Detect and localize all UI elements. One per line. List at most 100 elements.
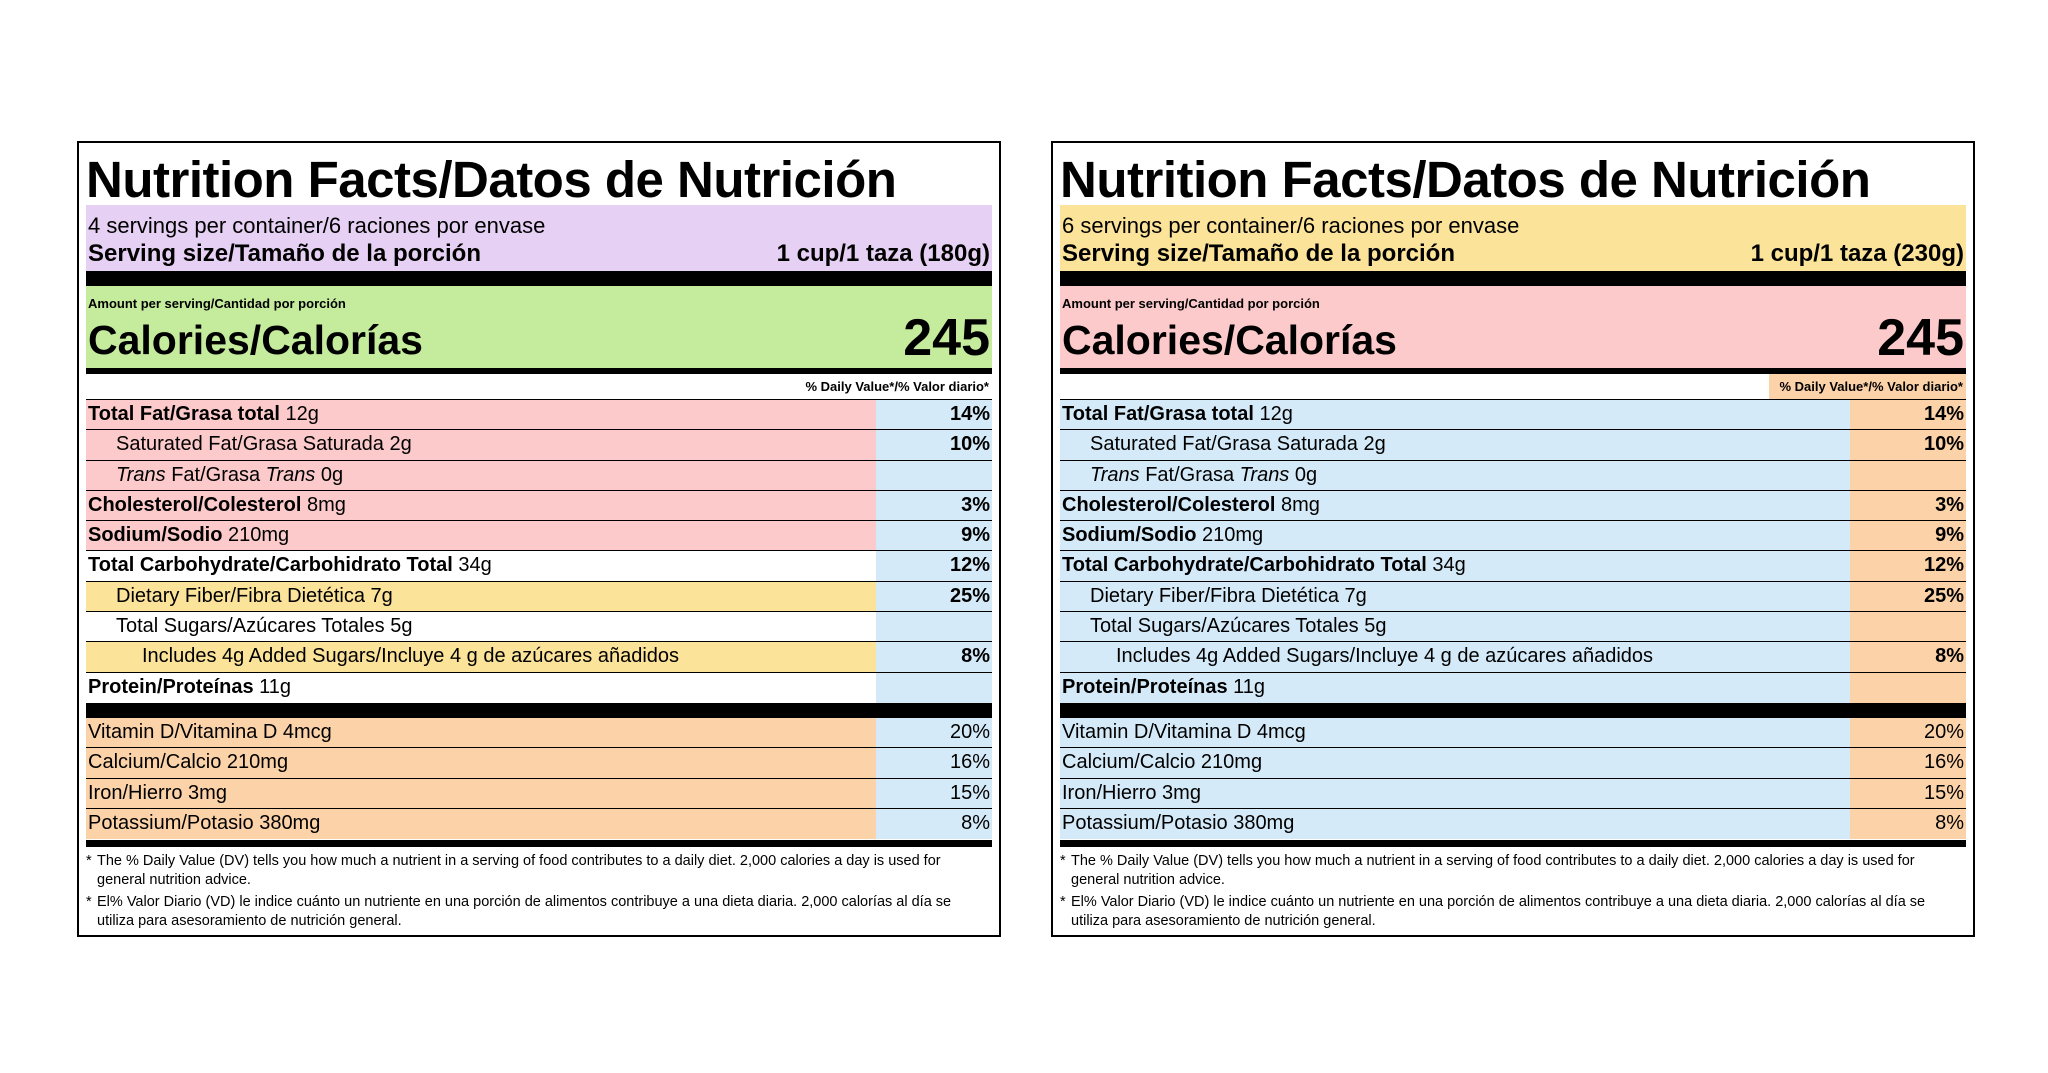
nutrient-row: Sodium/Sodio 210mg 9% <box>86 521 992 552</box>
vitamin-name: Potassium/Potasio 380mg <box>86 808 876 840</box>
vitamin-name: Vitamin D/Vitamina D 4mcg <box>1060 718 1850 748</box>
vitamin-name: Calcium/Calcio 210mg <box>86 748 876 778</box>
nutrient-amount: 34g <box>1426 554 1466 577</box>
vitamin-row: Iron/Hierro 3mg 15% <box>1060 778 1966 809</box>
nutrient-amount: 12g <box>279 403 319 425</box>
divider-bar <box>86 271 992 286</box>
calories-label: Calories/Calorías <box>88 317 423 363</box>
nutrient-row: Trans Fat/Grasa Trans 0g <box>86 460 992 491</box>
nutrient-name: Includes 4g Added Sugars/Incluye 4 g de … <box>1116 645 1654 668</box>
nutrient-dv: 12% <box>1850 551 1966 581</box>
nutrient-name: Fat/Grasa <box>1139 463 1240 486</box>
nutrient-dv: 3% <box>876 490 992 521</box>
calories-label: Calories/Calorías <box>1062 317 1397 363</box>
nutrient-row: Total Sugars/Azúcares Totales 5g <box>86 612 992 643</box>
serving-block: 6 servings per container/6 raciones por … <box>1060 205 1966 271</box>
divider-bar <box>86 840 992 847</box>
divider-bar <box>1060 840 1966 847</box>
nutrient-row: Dietary Fiber/Fibra Dietética 7g 25% <box>1060 581 1966 613</box>
nutrient-row: Total Carbohydrate/Carbohidrato Total 34… <box>86 551 992 582</box>
calorie-block: Amount per serving/Cantidad por porción … <box>86 286 992 368</box>
vitamin-dv: 20% <box>1850 718 1966 748</box>
nutrient-dv: 9% <box>876 521 992 551</box>
serving-block: 4 servings per container/6 raciones por … <box>86 205 992 271</box>
nutrient-row: Cholesterol/Colesterol 8mg 3% <box>1060 490 1966 522</box>
vitamin-name: Calcium/Calcio 210mg <box>1060 748 1850 778</box>
nutrient-row: Sodium/Sodio 210mg 9% <box>1060 521 1966 552</box>
nutrient-row: Total Fat/Grasa total 12g 14% <box>86 400 992 431</box>
vitamin-name: Vitamin D/Vitamina D 4mcg <box>86 718 876 748</box>
calories-value: 245 <box>903 309 990 367</box>
amount-per-serving: Amount per serving/Cantidad por porción <box>88 296 346 311</box>
nutrient-amount: 11g <box>253 675 292 698</box>
nutrient-dv <box>1850 612 1966 642</box>
label-title: Nutrition Facts/Datos de Nutrición <box>1060 151 1871 208</box>
nutrient-dv: 12% <box>876 551 992 581</box>
divider-bar <box>86 368 992 374</box>
nutrient-amount: 8mg <box>1275 493 1320 516</box>
amount-per-serving: Amount per serving/Cantidad por porción <box>1062 296 1320 311</box>
nutrient-amount: 0g <box>1289 463 1318 486</box>
nutrient-dv: 14% <box>1850 400 1966 430</box>
nutrient-dv: 10% <box>1850 430 1966 460</box>
nutrient-name: Sodium/Sodio <box>88 524 223 547</box>
vitamin-dv: 20% <box>876 718 992 748</box>
footnote-english: * The % Daily Value (DV) tells you how mu… <box>1060 853 1915 888</box>
vitamin-dv: 16% <box>876 748 992 778</box>
nutrient-name: Includes 4g Added Sugars/Incluye 4 g de … <box>142 645 680 668</box>
nutrient-dv <box>876 460 992 490</box>
vitamin-name: Potassium/Potasio 380mg <box>1060 808 1850 840</box>
footnotes: * The % Daily Value (DV) tells you how mu… <box>86 852 992 934</box>
nutrient-row: Includes 4g Added Sugars/Incluye 4 g de … <box>86 642 992 673</box>
nutrient-row: Total Sugars/Azúcares Totales 5g <box>1060 612 1966 643</box>
nutrient-name: Total Carbohydrate/Carbohidrato Total <box>1062 554 1427 577</box>
footnotes: * The % Daily Value (DV) tells you how mu… <box>1060 852 1966 934</box>
nutrient-dv <box>1850 672 1966 703</box>
nutrient-dv: 9% <box>1850 521 1966 551</box>
nutrient-amount: 210mg <box>222 524 290 547</box>
nutrient-row: Trans Fat/Grasa Trans 0g <box>1060 460 1966 491</box>
serving-size-value: 1 cup/1 taza (230g) <box>1750 240 1964 267</box>
nutrient-name: Saturated Fat/Grasa Saturada 2g <box>1090 433 1386 456</box>
serving-size-label: Serving size/Tamaño de la porción <box>1062 240 1455 267</box>
nutrient-amount: 11g <box>1227 675 1266 698</box>
vitamin-dv: 16% <box>1850 748 1966 778</box>
nutrient-rows: Total Fat/Grasa total 12g 14% Saturated … <box>1060 400 1966 703</box>
nutrient-row: Saturated Fat/Grasa Saturada 2g 10% <box>86 430 992 461</box>
dv-header-row: % Daily Value*/% Valor diario* <box>1060 374 1966 400</box>
nutrient-name-trans: Trans <box>116 463 166 486</box>
vitamin-dv: 15% <box>876 778 992 808</box>
nutrient-row: Cholesterol/Colesterol 8mg 3% <box>86 490 992 522</box>
nutrient-name: Dietary Fiber/Fibra Dietética 7g <box>1090 584 1367 607</box>
footnote-english: * The % Daily Value (DV) tells you how mu… <box>86 853 941 888</box>
vitamin-row: Vitamin D/Vitamina D 4mcg 20% <box>1060 718 1966 749</box>
servings-per-container: 4 servings per container/6 raciones por … <box>88 213 546 238</box>
dv-header-row: % Daily Value*/% Valor diario* <box>86 374 992 400</box>
nutrient-dv <box>876 672 992 703</box>
footnote-spanish: * El% Valor Diario (VD) le indice cuánto … <box>1060 894 1926 929</box>
nutrient-name-trans: Trans <box>1239 463 1290 486</box>
nutrient-row: Total Fat/Grasa total 12g 14% <box>1060 400 1966 431</box>
vitamin-row: Vitamin D/Vitamina D 4mcg 20% <box>86 718 992 749</box>
nutrient-dv: 8% <box>1850 642 1966 672</box>
nutrient-name: Saturated Fat/Grasa Saturada 2g <box>116 433 412 456</box>
nutrient-amount: 12g <box>1253 403 1293 425</box>
serving-size-value: 1 cup/1 taza (180g) <box>776 240 990 267</box>
dv-header: % Daily Value*/% Valor diario* <box>1769 374 1966 399</box>
nutrient-name: Fat/Grasa <box>165 463 266 486</box>
nutrient-row: Protein/Proteínas 11g <box>1060 672 1966 703</box>
divider-bar <box>1060 271 1966 286</box>
nutrient-name: Cholesterol/Colesterol <box>88 493 302 516</box>
nutrient-name: Protein/Proteínas <box>88 675 254 698</box>
nutrient-name: Total Fat/Grasa total <box>88 403 280 425</box>
nutrient-dv: 25% <box>1850 581 1966 612</box>
servings-per-container: 6 servings per container/6 raciones por … <box>1062 213 1520 238</box>
vitamin-row: Iron/Hierro 3mg 15% <box>86 778 992 809</box>
nutrient-name: Total Carbohydrate/Carbohidrato Total <box>88 554 453 577</box>
divider-bar <box>1060 703 1966 718</box>
vitamin-dv: 8% <box>876 808 992 840</box>
vitamin-dv: 15% <box>1850 778 1966 808</box>
nutrient-row: Saturated Fat/Grasa Saturada 2g 10% <box>1060 430 1966 461</box>
nutrient-dv <box>1850 460 1966 490</box>
vitamin-row: Potassium/Potasio 380mg 8% <box>86 808 992 840</box>
